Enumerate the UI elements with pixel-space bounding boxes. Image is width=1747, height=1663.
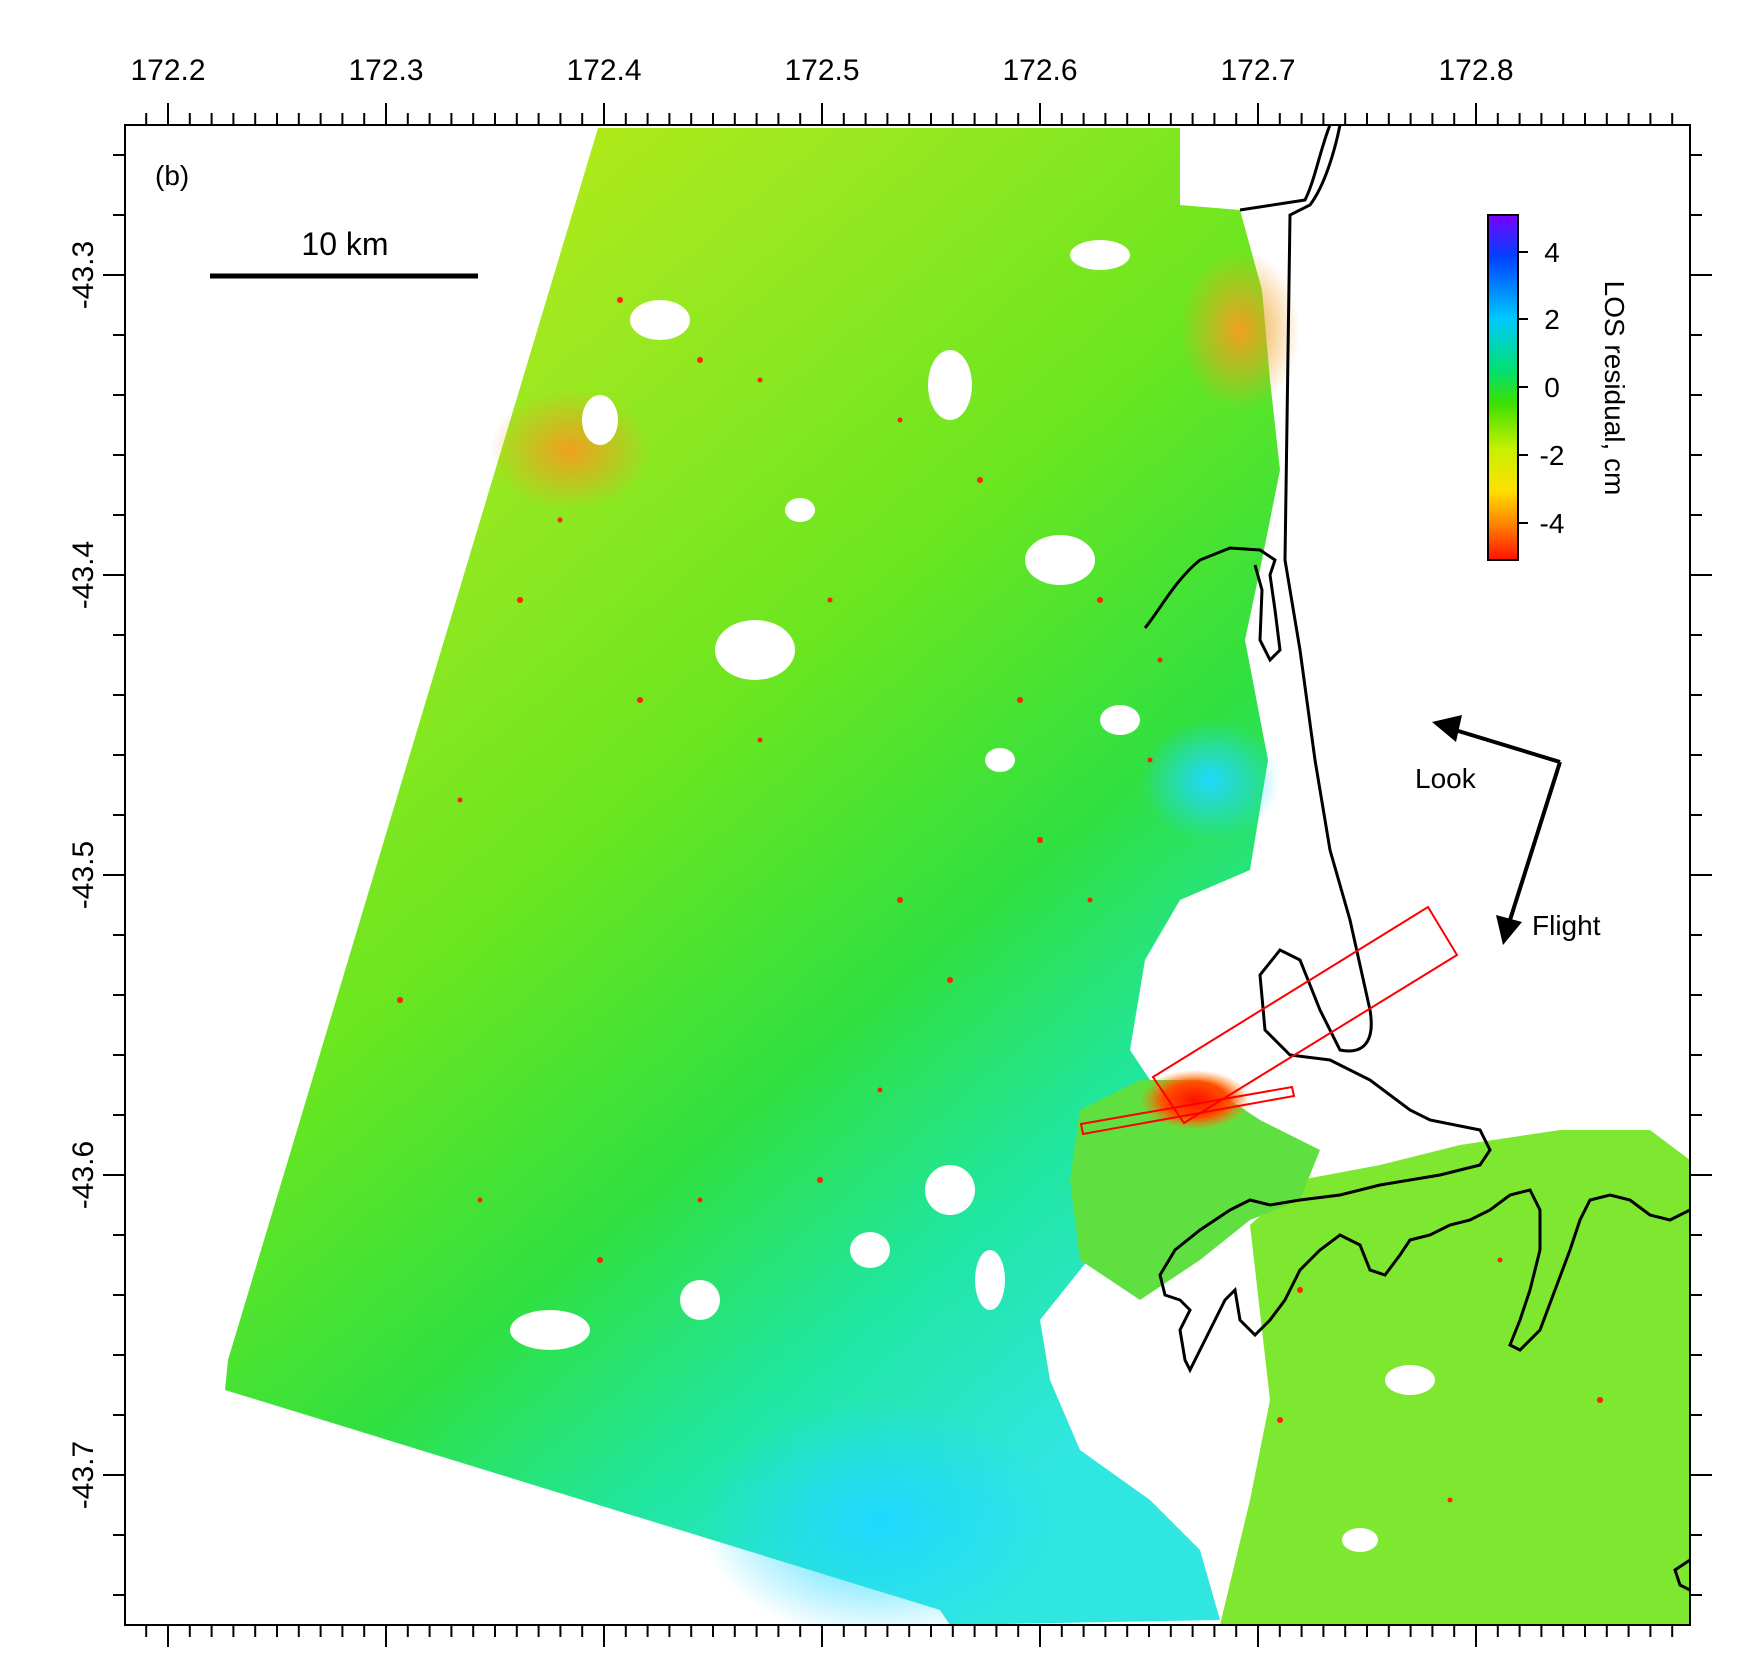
- lon-tick-label: 172.6: [1002, 54, 1077, 87]
- colorbar-tick-label: 0: [1544, 372, 1560, 403]
- orange-anomaly-northwest: [490, 390, 650, 510]
- swath-peninsula: [1070, 1080, 1320, 1300]
- colorbar-title: LOS residual, cm: [1599, 281, 1630, 496]
- lon-tick-label: 172.4: [566, 54, 641, 87]
- scale-bar-label: 10 km: [301, 226, 388, 262]
- cyan-anomaly-south: [700, 1400, 1060, 1625]
- coastline-estuary: [1143, 546, 1282, 663]
- lon-tick-label: 172.2: [130, 54, 205, 87]
- fault-model-outlines: [1079, 905, 1459, 1136]
- colorbar-gradient: [1487, 214, 1519, 561]
- lon-tick-label: 172.8: [1438, 54, 1513, 87]
- flight-arrow: [1508, 761, 1562, 921]
- axis-ticks: [103, 103, 1712, 1647]
- colorbar-tick-label: -4: [1540, 508, 1565, 539]
- colorbar-tick-label: 2: [1544, 304, 1560, 335]
- swath-west: [225, 128, 1280, 1625]
- lon-tick-label: 172.5: [784, 54, 859, 87]
- flight-arrowhead: [1496, 915, 1522, 945]
- look-arrowhead: [1432, 715, 1462, 742]
- colorbar-tick-label: 4: [1544, 237, 1560, 268]
- coastline: [1143, 125, 1690, 1592]
- colorbar-tick-label: -2: [1540, 440, 1565, 471]
- no-data-holes: [510, 240, 1435, 1552]
- swath-southeast: [1220, 1130, 1690, 1625]
- lat-tick-label: -43.5: [67, 841, 100, 909]
- coastline-south: [1158, 1188, 1690, 1374]
- noise-speckle: [397, 297, 1603, 1503]
- panel-label: (b): [155, 160, 189, 191]
- lat-tick-label: -43.7: [67, 1441, 100, 1509]
- colorbar: 4 2 0 -2 -4 LOS residual, cm: [1487, 214, 1630, 561]
- lat-tick-label: -43.3: [67, 241, 100, 309]
- lon-tick-label: 172.7: [1220, 54, 1295, 87]
- coastline-north: [1229, 125, 1492, 1212]
- coastline-southeast: [1673, 1558, 1690, 1592]
- red-anomaly-fault: [1140, 1070, 1250, 1130]
- fault-plane-small: [1079, 1085, 1296, 1136]
- look-arrow: [1454, 728, 1561, 764]
- orange-anomaly-northeast: [1180, 250, 1300, 410]
- los-residual-swath: [225, 128, 1690, 1625]
- lat-tick-label: -43.6: [67, 1141, 100, 1209]
- flight-label: Flight: [1532, 910, 1601, 941]
- longitude-axis: 172.2 172.3 172.4 172.5 172.6 172.7 172.…: [130, 54, 1513, 87]
- latitude-axis: -43.3 -43.4 -43.5 -43.6 -43.7: [67, 241, 100, 1509]
- scale-bar: 10 km: [210, 226, 478, 279]
- lat-tick-label: -43.4: [67, 541, 100, 609]
- lon-tick-label: 172.3: [348, 54, 423, 87]
- look-flight-arrows: Look Flight: [1415, 715, 1601, 945]
- look-label: Look: [1415, 763, 1477, 794]
- cyan-anomaly-east: [1140, 720, 1280, 840]
